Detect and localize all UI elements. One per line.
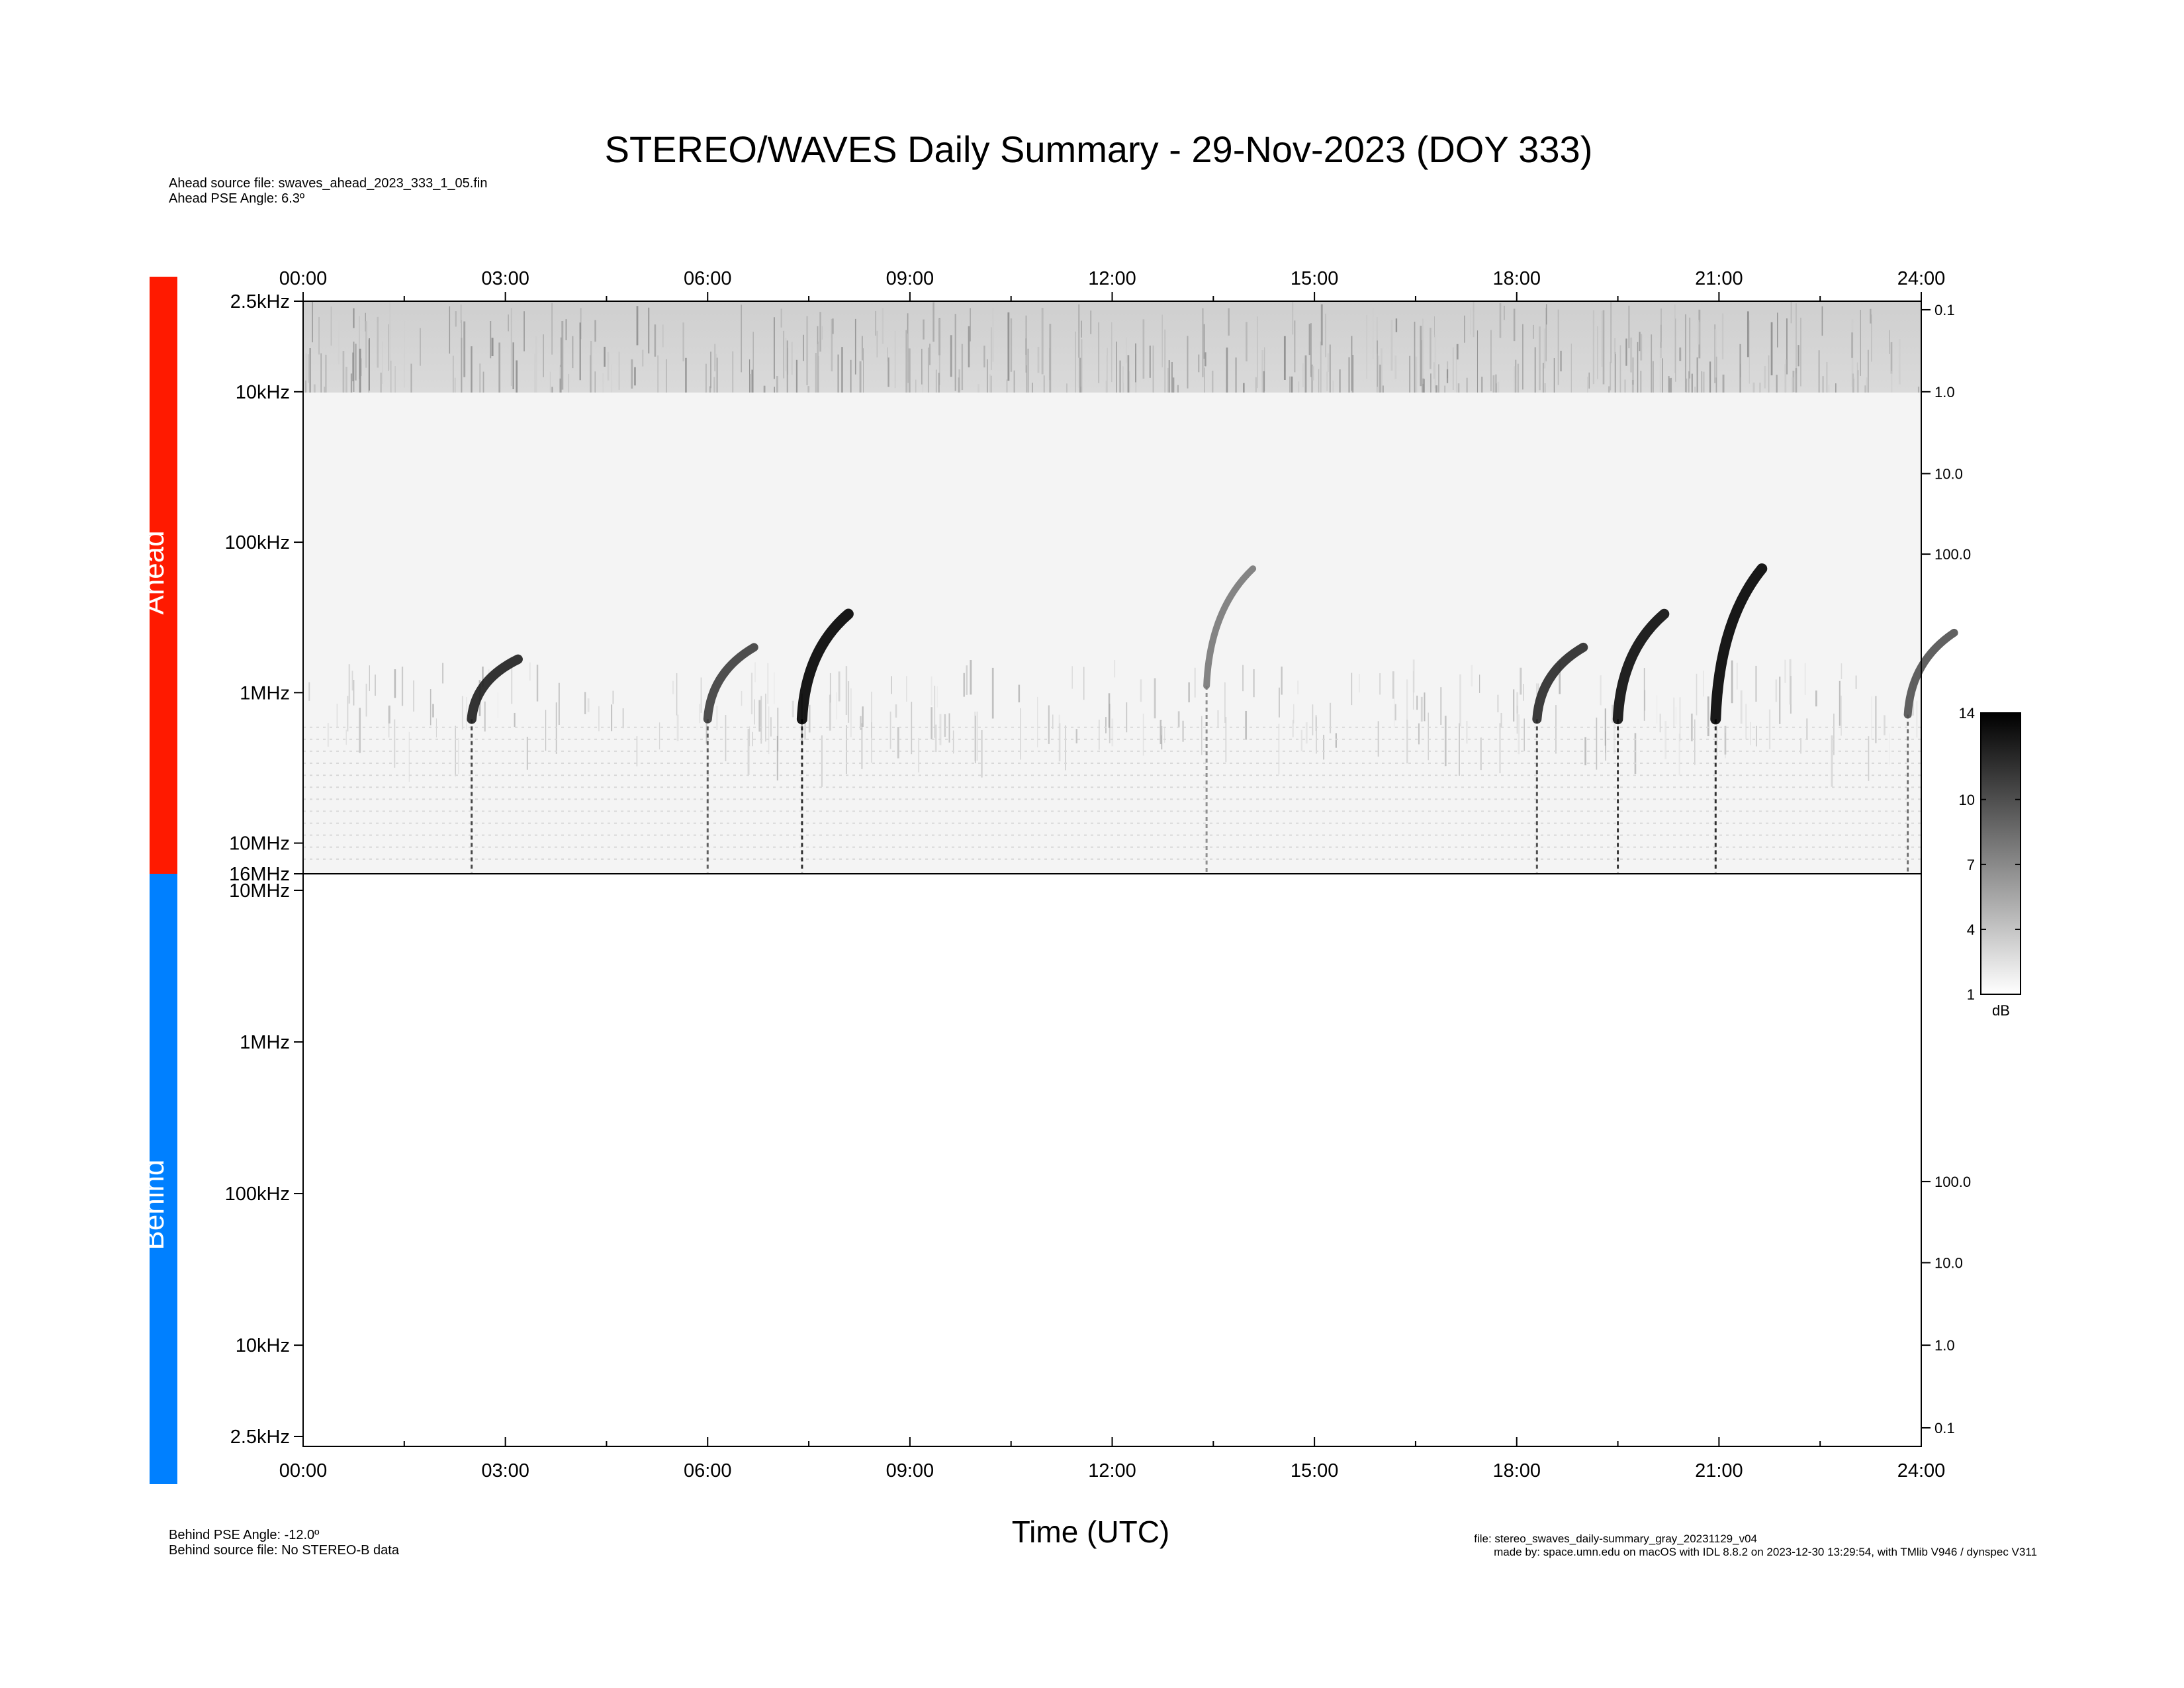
- x-bottom-tick-label: 12:00: [1088, 1460, 1136, 1481]
- x-bottom-tick-label: 21:00: [1695, 1460, 1743, 1481]
- ahead-right-axis: 0.1 1.0 10.0 100.0: [1921, 302, 1971, 563]
- x-axis-top: 00:00 03:00 06:00 09:00 12:00 15:00 18:00 21:00…: [279, 268, 1946, 301]
- noise-streaks: [303, 301, 1921, 860]
- radio-bursts: [467, 563, 1958, 872]
- radio-burst: [1203, 565, 1257, 689]
- behind-frequency-axis: 10MHz 1MHz 100kHz 10kHz 2.5kHz: [225, 880, 303, 1448]
- radio-burst: [1532, 642, 1588, 724]
- behind-side-bar: [150, 874, 177, 1484]
- x-axis-bottom: 00:00 03:00 06:00 09:00 12:00 15:00 18:00 21:00…: [279, 1437, 1946, 1481]
- output-file-name: file: stereo_swaves_daily-summary_gray_2…: [1474, 1532, 1757, 1545]
- x-top-tick-label: 18:00: [1492, 268, 1541, 289]
- behind-freq-tick-label: 2.5kHz: [230, 1427, 290, 1448]
- colorbar-tick-label: 4: [1967, 921, 1975, 938]
- x-bottom-tick-label: 24:00: [1897, 1460, 1946, 1481]
- x-top-tick-label: 09:00: [886, 268, 934, 289]
- behind-right-tick-label: 1.0: [1934, 1337, 1955, 1354]
- radio-burst: [1612, 608, 1670, 725]
- x-top-tick-label: 06:00: [684, 268, 732, 289]
- colorbar-tick-label: 7: [1967, 857, 1975, 873]
- ahead-side-bar: [150, 277, 177, 874]
- ahead-freq-tick-label: 100kHz: [225, 532, 290, 553]
- behind-freq-tick-label: 100kHz: [225, 1184, 290, 1205]
- ahead-right-tick-label: 100.0: [1934, 546, 1971, 563]
- page-title: STEREO/WAVES Daily Summary - 29-Nov-2023…: [605, 128, 1593, 170]
- x-bottom-tick-label: 03:00: [481, 1460, 529, 1481]
- behind-plot-frame: [302, 873, 1922, 1447]
- ahead-source-file: Ahead source file: swaves_ahead_2023_333…: [169, 176, 487, 191]
- x-bottom-tick-label: 09:00: [886, 1460, 934, 1481]
- behind-right-tick-label: 100.0: [1934, 1174, 1971, 1190]
- ahead-right-tick-label: 1.0: [1934, 384, 1955, 400]
- radio-burst: [703, 643, 758, 724]
- ahead-frequency-axis: 2.5kHz 10kHz 100kHz 1MHz 10MHz 16MHz: [225, 291, 303, 885]
- x-top-tick-label: 21:00: [1695, 268, 1743, 289]
- colorbar-tick-label: 14: [1959, 705, 1975, 722]
- radio-burst: [467, 654, 523, 724]
- behind-source-file: Behind source file: No STEREO-B data: [169, 1543, 400, 1558]
- ahead-freq-tick-label: 1MHz: [240, 682, 290, 704]
- x-top-tick-label: 12:00: [1088, 268, 1136, 289]
- x-axis-label: Time (UTC): [1012, 1515, 1169, 1549]
- ahead-pse-angle: Ahead PSE Angle: 6.3º: [169, 191, 305, 206]
- ahead-spectrogram: [303, 301, 1958, 874]
- ahead-freq-tick-label: 2.5kHz: [230, 291, 290, 312]
- x-top-tick-label: 03:00: [481, 268, 529, 289]
- ahead-side-label: Ahead: [138, 530, 170, 614]
- behind-side-label: Behind: [138, 1159, 170, 1250]
- x-bottom-tick-label: 06:00: [684, 1460, 732, 1481]
- colorbar-unit: dB: [1992, 1002, 2010, 1019]
- x-top-tick-label: 15:00: [1291, 268, 1339, 289]
- x-bottom-tick-label: 15:00: [1291, 1460, 1339, 1481]
- ahead-right-tick-label: 0.1: [1934, 302, 1955, 318]
- ahead-freq-tick-label: 10kHz: [236, 382, 290, 403]
- colorbar-tick-label: 1: [1967, 986, 1975, 1003]
- x-bottom-tick-label: 18:00: [1492, 1460, 1541, 1481]
- made-by-note: made by: space.umn.edu on macOS with IDL…: [1494, 1546, 2037, 1558]
- radio-burst: [796, 608, 854, 725]
- x-top-tick-label: 24:00: [1897, 268, 1946, 289]
- colorbar: [1980, 712, 2021, 995]
- x-bottom-tick-label: 00:00: [279, 1460, 328, 1481]
- behind-freq-tick-label: 1MHz: [240, 1032, 290, 1053]
- radio-burst: [1710, 563, 1768, 725]
- behind-freq-tick-label: 10MHz: [229, 880, 290, 902]
- ahead-right-tick-label: 10.0: [1934, 465, 1963, 482]
- behind-right-tick-label: 10.0: [1934, 1254, 1963, 1271]
- colorbar-ticks: 14 10 7 4 1: [1959, 705, 2021, 1003]
- x-top-tick-label: 00:00: [279, 268, 328, 289]
- colorbar-tick-label: 10: [1959, 792, 1975, 808]
- behind-pse-angle: Behind PSE Angle: -12.0º: [169, 1528, 320, 1542]
- ahead-freq-tick-label: 16MHz: [229, 864, 290, 885]
- behind-right-axis: 100.0 10.0 1.0 0.1: [1921, 1174, 1971, 1436]
- behind-right-tick-label: 0.1: [1934, 1420, 1955, 1436]
- behind-freq-tick-label: 10kHz: [236, 1335, 290, 1356]
- ahead-freq-tick-label: 10MHz: [229, 833, 290, 855]
